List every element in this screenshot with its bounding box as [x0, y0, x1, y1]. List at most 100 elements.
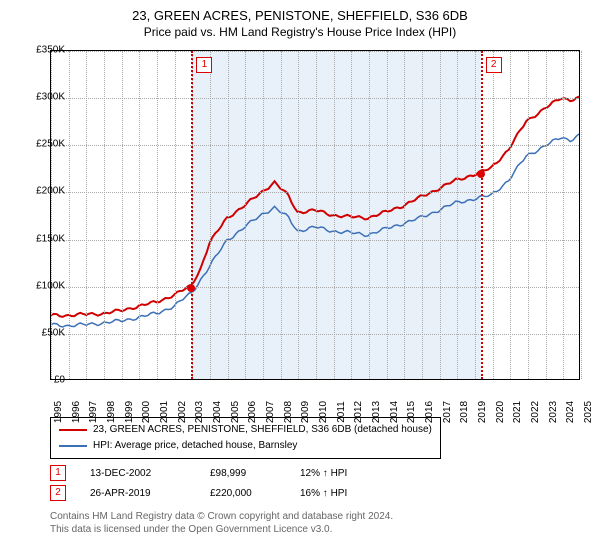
x-axis-label: 2012 — [353, 401, 364, 423]
gridline-v — [104, 51, 105, 379]
x-axis-label: 2013 — [371, 401, 382, 423]
info-marker: 1 — [50, 465, 66, 481]
x-axis-label: 2008 — [283, 401, 294, 423]
gridline-v — [528, 51, 529, 379]
x-axis-label: 1998 — [106, 401, 117, 423]
x-axis-label: 2024 — [565, 401, 576, 423]
gridline-v — [122, 51, 123, 379]
x-axis-label: 2006 — [247, 401, 258, 423]
chart-title: 23, GREEN ACRES, PENISTONE, SHEFFIELD, S… — [0, 0, 600, 23]
x-axis-label: 2021 — [512, 401, 523, 423]
info-pct: 12% ↑ HPI — [300, 468, 390, 479]
x-axis-label: 1996 — [71, 401, 82, 423]
y-axis-label: £100K — [20, 280, 65, 291]
gridline-v — [263, 51, 264, 379]
gridline-v — [281, 51, 282, 379]
gridline-h — [51, 287, 579, 288]
gridline-v — [440, 51, 441, 379]
gridline-v — [175, 51, 176, 379]
legend-item: HPI: Average price, detached house, Barn… — [59, 438, 432, 454]
x-axis-label: 2003 — [194, 401, 205, 423]
legend-label: HPI: Average price, detached house, Barn… — [93, 438, 297, 454]
footer-line1: Contains HM Land Registry data © Crown c… — [50, 510, 393, 523]
x-axis-label: 1999 — [124, 401, 135, 423]
x-axis-label: 2004 — [212, 401, 223, 423]
info-row: 1 13-DEC-2002£98,99912% ↑ HPI — [50, 463, 390, 483]
legend: 23, GREEN ACRES, PENISTONE, SHEFFIELD, S… — [50, 417, 441, 459]
x-axis-label: 2009 — [300, 401, 311, 423]
gridline-v — [563, 51, 564, 379]
info-price: £98,999 — [210, 468, 300, 479]
gridline-v — [334, 51, 335, 379]
gridline-v — [351, 51, 352, 379]
gridline-v — [457, 51, 458, 379]
gridline-v — [581, 51, 582, 379]
marker-label-1: 1 — [196, 57, 212, 73]
footer-attribution: Contains HM Land Registry data © Crown c… — [50, 510, 393, 536]
y-axis-label: £200K — [20, 186, 65, 197]
gridline-v — [245, 51, 246, 379]
gridline-v — [86, 51, 87, 379]
x-axis-label: 2000 — [141, 401, 152, 423]
data-point-1 — [187, 284, 195, 292]
info-pct: 16% ↑ HPI — [300, 488, 390, 499]
gridline-v — [316, 51, 317, 379]
x-axis-label: 2007 — [265, 401, 276, 423]
y-axis-label: £350K — [20, 45, 65, 56]
gridline-v — [387, 51, 388, 379]
x-axis-label: 2017 — [442, 401, 453, 423]
x-axis-label: 2022 — [530, 401, 541, 423]
marker-label-2: 2 — [486, 57, 502, 73]
info-date: 13-DEC-2002 — [90, 468, 210, 479]
x-axis-label: 2023 — [548, 401, 559, 423]
x-axis-label: 2016 — [424, 401, 435, 423]
x-axis-label: 1995 — [53, 401, 64, 423]
x-axis-label: 2001 — [159, 401, 170, 423]
x-axis-label: 2002 — [177, 401, 188, 423]
transaction-table: 1 13-DEC-2002£98,99912% ↑ HPI 2 26-APR-2019… — [50, 463, 390, 503]
info-date: 26-APR-2019 — [90, 488, 210, 499]
gridline-h — [51, 98, 579, 99]
gridline-h — [51, 145, 579, 146]
marker-line — [191, 51, 193, 379]
x-axis-label: 2025 — [583, 401, 594, 423]
y-axis-label: £0 — [20, 375, 65, 386]
legend-item: 23, GREEN ACRES, PENISTONE, SHEFFIELD, S… — [59, 422, 432, 438]
marker-line — [481, 51, 483, 379]
gridline-h — [51, 334, 579, 335]
x-axis-label: 2011 — [336, 401, 347, 423]
legend-label: 23, GREEN ACRES, PENISTONE, SHEFFIELD, S… — [93, 422, 432, 438]
x-axis-label: 2005 — [230, 401, 241, 423]
gridline-v — [228, 51, 229, 379]
data-point-2 — [477, 170, 485, 178]
x-axis-label: 2014 — [389, 401, 400, 423]
gridline-v — [475, 51, 476, 379]
y-axis-label: £250K — [20, 139, 65, 150]
gridline-v — [546, 51, 547, 379]
chart-lines — [51, 51, 579, 379]
x-axis-label: 2010 — [318, 401, 329, 423]
x-axis-label: 2015 — [406, 401, 417, 423]
x-axis-label: 1997 — [88, 401, 99, 423]
gridline-v — [210, 51, 211, 379]
x-axis-label: 2020 — [495, 401, 506, 423]
gridline-h — [51, 240, 579, 241]
gridline-v — [510, 51, 511, 379]
legend-swatch — [59, 445, 87, 447]
x-axis-label: 2019 — [477, 401, 488, 423]
chart-subtitle: Price paid vs. HM Land Registry's House … — [0, 25, 600, 39]
gridline-v — [157, 51, 158, 379]
info-marker: 2 — [50, 485, 66, 501]
footer-line2: This data is licensed under the Open Gov… — [50, 523, 393, 536]
legend-swatch — [59, 429, 87, 431]
gridline-v — [369, 51, 370, 379]
y-axis-label: £50K — [20, 327, 65, 338]
gridline-h — [51, 192, 579, 193]
gridline-v — [422, 51, 423, 379]
gridline-v — [493, 51, 494, 379]
y-axis-label: £150K — [20, 233, 65, 244]
x-axis-label: 2018 — [459, 401, 470, 423]
series-line — [51, 97, 579, 317]
series-line — [51, 134, 579, 327]
gridline-v — [139, 51, 140, 379]
